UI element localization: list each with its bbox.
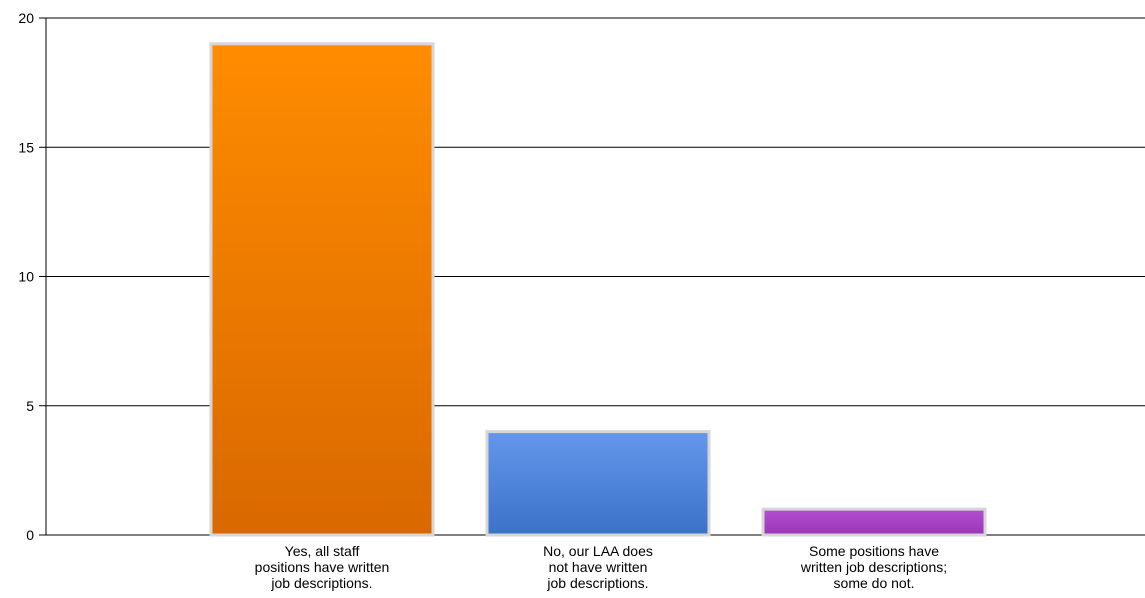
category-label-line: some do not. [834, 575, 915, 591]
category-label-line: not have written [549, 559, 648, 575]
category-label-line: written job descriptions; [800, 559, 947, 575]
category-label-line: job descriptions. [546, 575, 648, 591]
category-label-line: job descriptions. [270, 575, 372, 591]
axes [39, 17, 47, 536]
y-tick-label: 5 [26, 398, 34, 414]
category-label-line: Some positions have [809, 543, 939, 559]
bar-0 [209, 42, 435, 537]
y-tick-label: 15 [18, 139, 34, 155]
bars [209, 42, 987, 537]
y-tick-label: 10 [18, 269, 34, 285]
y-tick-label: 20 [18, 10, 34, 26]
bar-2 [761, 507, 987, 537]
category-label-line: Yes, all staff [285, 543, 360, 559]
category-label-line: No, our LAA does [543, 543, 653, 559]
category-label-line: positions have written [255, 559, 390, 575]
bar-1 [485, 430, 711, 537]
y-tick-label: 0 [26, 527, 34, 543]
